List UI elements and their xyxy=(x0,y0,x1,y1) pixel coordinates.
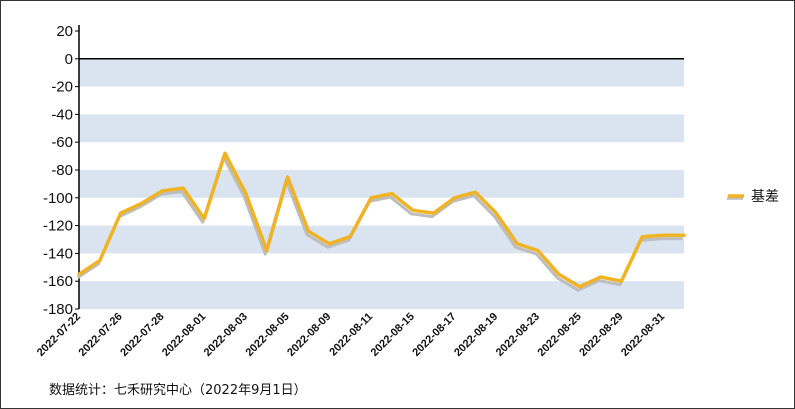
series-layer xyxy=(76,151,686,292)
grid-band xyxy=(79,225,684,254)
x-axis-ticks: 2022-07-222022-07-262022-07-282022-08-01… xyxy=(35,311,667,359)
y-tick-label: -100 xyxy=(43,190,73,207)
x-tick-label: 2022-08-03 xyxy=(202,311,250,359)
x-tick-label: 2022-08-11 xyxy=(327,311,375,359)
y-axis-ticks: 20 0 -20 -40 -60 -80 -100 -120 -140 -160 -180 xyxy=(43,23,79,318)
x-tick-label: 2022-08-05 xyxy=(243,311,291,359)
source-note: 数据统计：七禾研究中心（2022年9月1日） xyxy=(49,383,307,398)
grid-band xyxy=(79,58,684,87)
y-tick-label: -120 xyxy=(43,218,73,235)
x-tick-label: 2022-08-15 xyxy=(369,311,417,359)
legend: 基差 xyxy=(727,188,779,205)
x-tick-label: 2022-08-23 xyxy=(494,311,542,359)
y-tick-label: -160 xyxy=(43,273,73,290)
axes xyxy=(78,25,684,309)
x-tick-label: 2022-08-19 xyxy=(452,311,500,359)
series-shadow xyxy=(76,155,683,292)
series-line xyxy=(77,151,686,289)
x-tick-label: 2022-07-26 xyxy=(77,311,125,359)
background-bands xyxy=(79,58,684,309)
x-tick-label: 2022-08-29 xyxy=(577,311,625,359)
x-tick-label: 2022-07-28 xyxy=(118,311,166,359)
y-tick-label: -180 xyxy=(43,301,73,318)
grid-band xyxy=(79,114,684,143)
y-tick-label: -60 xyxy=(51,134,73,151)
y-tick-label: 0 xyxy=(65,51,73,68)
grid-band xyxy=(79,281,684,309)
x-tick-label: 2022-08-01 xyxy=(160,311,208,359)
y-tick-label: -140 xyxy=(43,245,73,262)
x-tick-label: 2022-08-25 xyxy=(536,311,584,359)
y-tick-label: -20 xyxy=(51,79,73,96)
y-tick-label: -80 xyxy=(51,162,73,179)
x-tick-label: 2022-08-09 xyxy=(285,311,333,359)
x-tick-label: 2022-08-31 xyxy=(619,311,667,359)
legend-label: 基差 xyxy=(751,188,779,205)
y-tick-label: -40 xyxy=(51,106,73,123)
y-tick-label: 20 xyxy=(56,23,73,40)
x-tick-label: 2022-08-17 xyxy=(410,311,458,359)
